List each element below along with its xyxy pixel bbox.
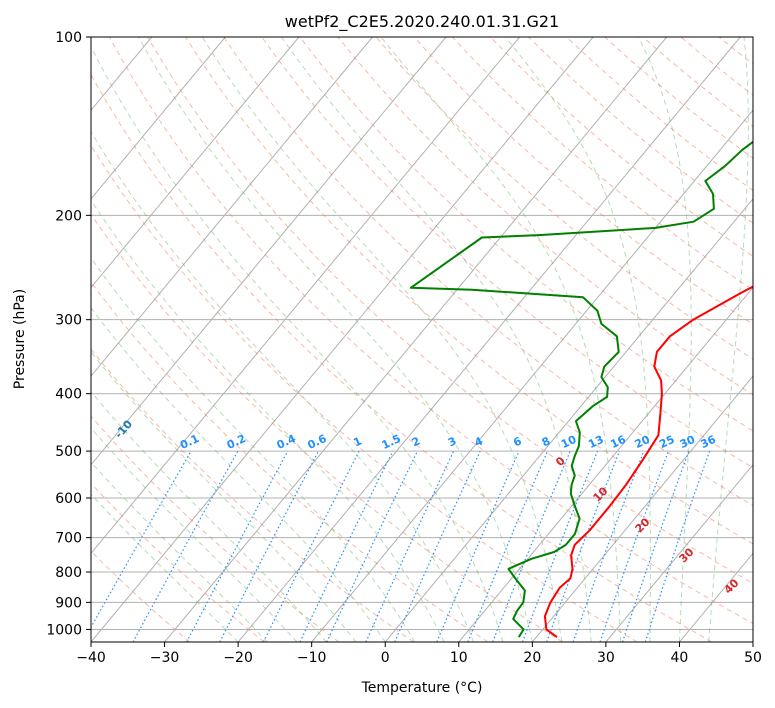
moist-adiabat (6, 37, 445, 642)
dry-adiabat (452, 37, 775, 642)
isotherm (165, 37, 667, 642)
dry-adiabat (414, 37, 775, 642)
x-tick-label: −40 (76, 650, 106, 666)
mixing-ratio-line (220, 451, 319, 642)
isotherm (679, 37, 775, 642)
moist-adiabat-label: 0 (553, 454, 568, 469)
dry-adiabat (490, 37, 775, 642)
mixing-ratio-label: 25 (657, 433, 676, 451)
moist-adiabat (0, 37, 326, 642)
isotherm (17, 37, 519, 642)
temperature-profile (545, 37, 775, 637)
mixing-ratio-label: 30 (678, 433, 698, 451)
mixing-ratio-label: 6 (511, 434, 524, 449)
moist-adiabat (139, 37, 533, 642)
x-axis-title: Temperature (°C) (361, 680, 483, 696)
y-tick-label: 900 (55, 595, 82, 611)
dry-adiabat (643, 37, 775, 642)
y-tick-label: 800 (55, 565, 82, 581)
x-tick-label: 50 (744, 650, 762, 666)
x-tick-label: 20 (523, 650, 541, 666)
isotherm (0, 37, 225, 642)
x-tick-label: −30 (150, 650, 180, 666)
moist-adiabat (0, 37, 356, 642)
y-axis-title: Pressure (hPa) (12, 289, 28, 389)
dry-adiabat (0, 37, 190, 642)
mixing-ratio-label: 16 (608, 433, 628, 451)
isotherm (753, 37, 775, 642)
dry-adiabat (0, 37, 563, 642)
moist-adiabat (0, 37, 238, 642)
isotherm (0, 37, 372, 642)
moist-adiabat-label: 40 (722, 576, 742, 596)
sounding-profiles (411, 37, 775, 637)
y-axis: 100 200 300 400 500 600 700 800 900 1000 (46, 30, 91, 638)
moist-adiabat (709, 37, 748, 642)
mixing-ratio-line (327, 451, 418, 642)
mixing-ratio-label: 13 (586, 433, 605, 451)
y-tick-label: 700 (55, 531, 82, 547)
moist-adiabat (381, 37, 620, 642)
moist-adiabat (43, 37, 474, 642)
y-tick-label: 500 (55, 444, 82, 460)
dry-adiabat (376, 37, 775, 642)
y-tick-label: 300 (55, 313, 82, 329)
isotherm (238, 37, 740, 642)
dry-adiabat (681, 37, 775, 642)
mixing-ratio-label: 0.1 (178, 432, 201, 452)
dry-adiabat (0, 37, 488, 642)
mixing-ratio-line (395, 451, 481, 642)
y-tick-label: 200 (55, 208, 82, 224)
isotherm (0, 37, 5, 642)
dry-adiabat (719, 37, 775, 642)
mixing-ratio-label: 3 (446, 434, 458, 449)
dry-adiabat-label: -10 (112, 417, 135, 441)
x-tick-label: 40 (671, 650, 689, 666)
x-tick-label: −20 (223, 650, 253, 666)
y-tick-label: 400 (55, 387, 82, 403)
mixing-ratio-line (437, 451, 519, 642)
moist-adiabat (86, 37, 503, 642)
dry-adiabat (109, 37, 775, 642)
mixing-ratio-label: 1 (351, 434, 363, 449)
mixing-ratio-line (133, 451, 238, 642)
mixing-ratio-line (493, 451, 571, 642)
mixing-ratio-label: 0.2 (225, 432, 248, 452)
x-tick-label: 10 (450, 650, 468, 666)
mixing-ratio-line (264, 451, 360, 642)
mixing-ratio-label: 10 (559, 433, 579, 451)
mixing-ratio-label: 2 (410, 434, 422, 449)
dry-adiabat (0, 37, 339, 642)
mixing-ratio-label: 4 (473, 434, 486, 449)
x-tick-label: 0 (381, 650, 390, 666)
moist-adiabat (0, 37, 385, 642)
dry-adiabat (33, 37, 637, 642)
isotherm (91, 37, 593, 642)
mixing-ratio-line (468, 451, 548, 642)
dewpoint-profile (411, 37, 775, 637)
x-axis: −40 −30 −20 −10 0 10 20 30 40 50 (76, 642, 762, 666)
y-tick-label: 600 (55, 491, 82, 507)
dry-adiabat (567, 37, 775, 642)
background-lines (0, 37, 775, 642)
x-tick-label: −10 (297, 650, 327, 666)
x-tick-label: 30 (597, 650, 615, 666)
mixing-ratio-label: 1.5 (380, 432, 403, 452)
mixing-ratio-label: 8 (540, 434, 552, 449)
mixing-ratio-label: 0.4 (275, 432, 298, 452)
dry-adiabat (0, 37, 264, 642)
moist-adiabat (0, 37, 297, 642)
chart-title: wetPf2_C2E5.2020.240.01.31.G21 (285, 12, 559, 32)
y-tick-label: 100 (55, 30, 82, 46)
moist-adiabat (202, 37, 562, 642)
y-tick-label: 1000 (46, 622, 82, 638)
moist-adiabat-label: 10 (591, 484, 611, 504)
mixing-ratio-line (83, 451, 191, 642)
